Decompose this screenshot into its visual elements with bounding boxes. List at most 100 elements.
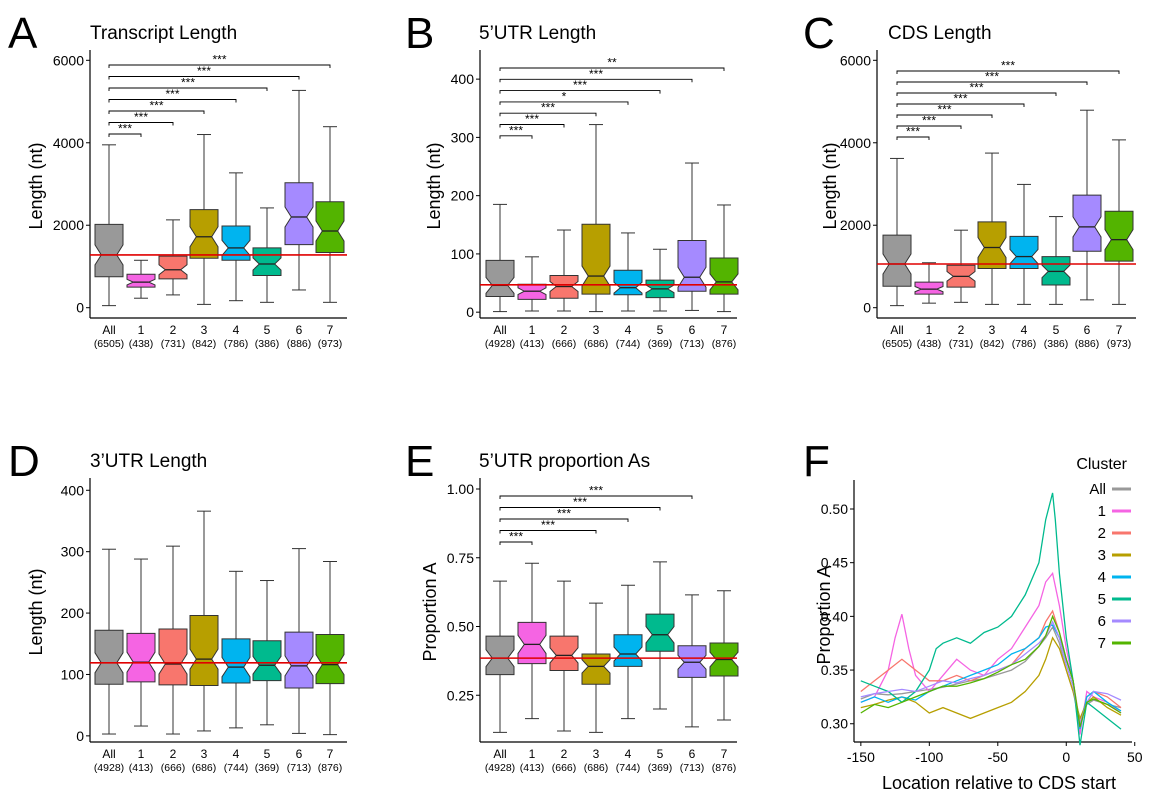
legend-label: 6 xyxy=(1098,613,1106,630)
significance-label: *** xyxy=(541,101,555,115)
x-category-label: 1 xyxy=(529,747,536,761)
box-body xyxy=(645,613,675,652)
panel-e: E 5’UTR proportion As 0.25 0.50 0.75 1.00 Prop… xyxy=(405,437,739,774)
panel-d: D 3’UTR Length 0 100 200 300 400 Length (nt) All… xyxy=(8,437,347,774)
box-all xyxy=(882,157,912,307)
box-cluster-4 xyxy=(613,584,643,720)
y-tick-label: 100 xyxy=(61,666,85,682)
box-cluster-2 xyxy=(946,229,976,303)
x-count-label: (4928) xyxy=(485,338,515,350)
significance-label: *** xyxy=(557,507,571,521)
x-tick-label: -100 xyxy=(915,749,943,765)
significance-label: *** xyxy=(541,518,555,532)
y-tick-label: 300 xyxy=(61,544,85,560)
box-all xyxy=(485,580,515,733)
box-cluster-6 xyxy=(1072,109,1102,301)
box-body xyxy=(613,634,643,667)
x-count-label: (413) xyxy=(129,762,154,774)
box-cluster-1 xyxy=(126,259,156,299)
y-tick-label: 6000 xyxy=(840,52,871,68)
significance-label: *** xyxy=(509,530,523,544)
significance-bracket-6: *** xyxy=(896,70,1088,85)
box-cluster-4 xyxy=(221,570,251,729)
significance-label: *** xyxy=(181,76,195,90)
bracket-line xyxy=(499,101,629,105)
significance-bracket-4: *** xyxy=(108,87,237,103)
x-count-label: (386) xyxy=(255,338,280,350)
x-count-label: (713) xyxy=(680,338,705,350)
box-cluster-4 xyxy=(1009,183,1039,305)
significance-label: *** xyxy=(1001,59,1015,73)
x-tick-label: -150 xyxy=(847,749,875,765)
x-count-label: (438) xyxy=(917,338,942,350)
y-tick-label: 0.30 xyxy=(821,716,848,732)
y-axis-title: Length (nt) xyxy=(820,142,840,229)
series-line-cluster-6 xyxy=(860,620,1122,724)
series-line-cluster-3 xyxy=(860,636,1122,721)
legend-label: 3 xyxy=(1098,547,1106,564)
x-count-label: (842) xyxy=(980,338,1005,350)
significance-bracket-4: *** xyxy=(499,507,629,522)
x-count-label: (731) xyxy=(161,338,186,350)
significance-label: *** xyxy=(525,112,539,126)
significance-label: *** xyxy=(134,110,148,124)
bracket-line xyxy=(108,99,237,103)
significance-bracket-3: *** xyxy=(499,101,597,117)
x-category-label: 3 xyxy=(989,323,996,337)
significance-bracket-7: *** xyxy=(108,53,331,68)
x-category-label: 4 xyxy=(625,747,632,761)
x-category-label: 4 xyxy=(1021,323,1028,337)
x-count-label: (973) xyxy=(1107,338,1132,350)
x-category-label: 3 xyxy=(201,747,208,761)
significance-bracket-1: *** xyxy=(499,530,533,545)
box-cluster-7 xyxy=(709,590,739,721)
box-cluster-3 xyxy=(581,602,611,733)
x-category-label: 7 xyxy=(327,747,334,761)
panel-c: C CDS Length 0 2000 4000 6000 Length (nt) All(6… xyxy=(803,9,1136,350)
bracket-line xyxy=(499,495,693,499)
box-cluster-2 xyxy=(549,229,579,312)
y-tick-label: 100 xyxy=(451,246,475,262)
panel-letter: E xyxy=(405,437,434,486)
bracket-line xyxy=(896,114,993,118)
x-count-label: (666) xyxy=(552,762,577,774)
box-body xyxy=(284,182,314,246)
significance-label: * xyxy=(562,89,567,103)
x-category-label: 6 xyxy=(1084,323,1091,337)
legend-label: 7 xyxy=(1098,635,1106,652)
significance-label: *** xyxy=(573,495,587,509)
bracket-line xyxy=(499,530,597,534)
panel-a: A Transcript Length 0 2000 4000 6000 Length (n… xyxy=(8,9,347,350)
box-cluster-7 xyxy=(315,560,345,736)
x-category-label: 1 xyxy=(138,747,145,761)
y-axis-title: Length (nt) xyxy=(424,142,444,229)
significance-bracket-5: *** xyxy=(499,495,661,511)
box-cluster-2 xyxy=(549,580,579,732)
y-tick-label: 400 xyxy=(61,482,85,498)
x-tick-label: 50 xyxy=(1127,749,1143,765)
box-body xyxy=(914,281,944,295)
significance-label: *** xyxy=(937,103,951,117)
significance-label: *** xyxy=(165,87,179,101)
box-all xyxy=(485,203,515,313)
x-category-label: 3 xyxy=(593,747,600,761)
bracket-line xyxy=(108,76,300,80)
panel-title: 5’UTR Length xyxy=(479,23,596,44)
panel-title: Transcript Length xyxy=(90,23,237,44)
bracket-line xyxy=(108,122,174,126)
bracket-line xyxy=(499,124,565,128)
box-cluster-3 xyxy=(189,134,219,305)
panel-letter: C xyxy=(803,9,835,58)
x-category-label: 1 xyxy=(926,323,933,337)
x-count-label: (786) xyxy=(1012,338,1037,350)
box-body xyxy=(189,209,219,259)
box-cluster-6 xyxy=(284,89,314,291)
y-tick-label: 4000 xyxy=(840,135,871,151)
box-body xyxy=(485,259,515,297)
x-count-label: (6505) xyxy=(882,338,912,350)
significance-label: *** xyxy=(509,123,523,137)
y-tick-label: 1.00 xyxy=(447,481,474,497)
significance-bracket-7: ** xyxy=(499,56,725,71)
box-cluster-5 xyxy=(1041,216,1071,305)
